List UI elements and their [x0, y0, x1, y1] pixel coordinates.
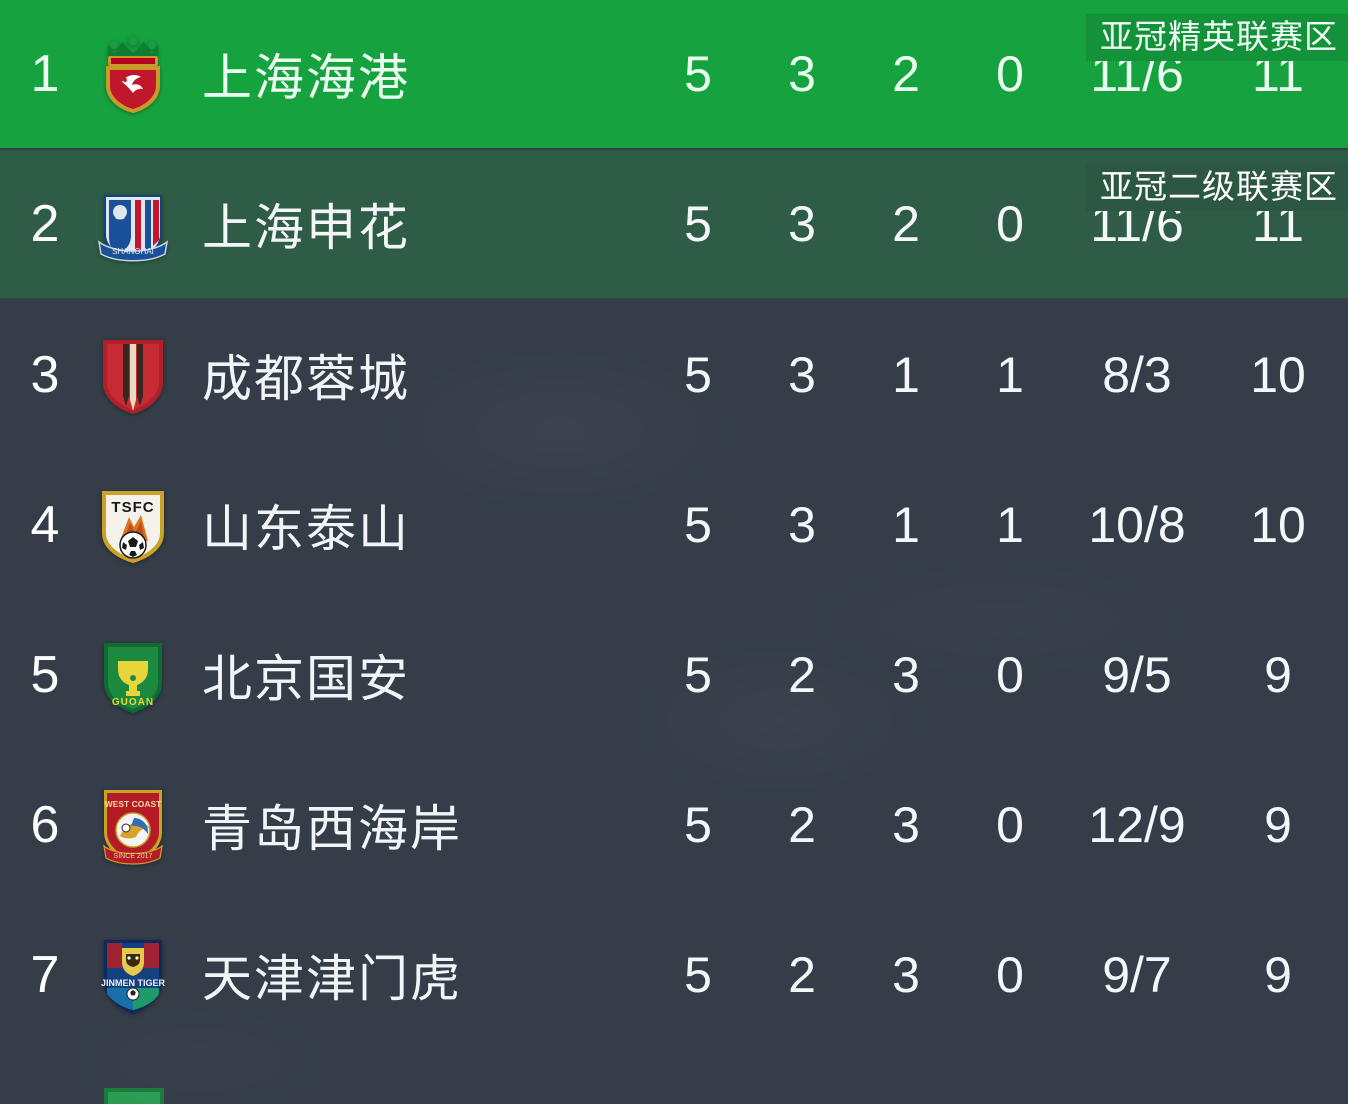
stat-drawn: 1: [892, 347, 920, 403]
team-name: 上海海港: [202, 50, 410, 106]
table-row[interactable]: 3 成都蓉城 5 3 1 1 8/3 10: [0, 300, 1348, 450]
shanghai-shenhua-crest-icon: SHANGHAI: [90, 181, 176, 267]
rank-number: 6: [30, 796, 60, 854]
stat-played: 5: [684, 647, 712, 703]
team-stats: 5 2 3 0 12/9 9: [646, 796, 1348, 854]
stat-lost: 0: [996, 797, 1024, 853]
team-stats: 5 2 3 0 9/7 9: [646, 946, 1348, 1004]
stat-won: 2: [788, 947, 816, 1003]
svg-text:TSFC: TSFC: [111, 499, 154, 516]
zone-badge-elite: 亚冠精英联赛区: [1086, 14, 1348, 61]
stat-won: 3: [788, 347, 816, 403]
team-name: 山东泰山: [202, 501, 410, 557]
stat-drawn: 2: [892, 196, 920, 252]
stat-won: 3: [788, 46, 816, 102]
team-name: 成都蓉城: [202, 351, 410, 407]
stat-points: 10: [1250, 347, 1306, 403]
stat-goals: 10/8: [1088, 497, 1186, 553]
rank-number: 3: [30, 346, 60, 404]
rank-number: 2: [30, 195, 60, 253]
rank-number: 1: [30, 45, 60, 103]
stat-drawn: 3: [892, 647, 920, 703]
stat-lost: 1: [996, 497, 1024, 553]
stat-lost: 0: [996, 947, 1024, 1003]
stat-drawn: 3: [892, 947, 920, 1003]
svg-text:WEST COAST: WEST COAST: [105, 799, 162, 809]
stat-drawn: 3: [892, 797, 920, 853]
team-stats: 5 3 1 1 8/3 10: [646, 346, 1348, 404]
team-name: 天津津门虎: [202, 951, 462, 1007]
stat-lost: 1: [996, 347, 1024, 403]
table-row[interactable]: 4 TSFC 山东泰山 5 3 1 1 10/8 10: [0, 450, 1348, 600]
svg-text:JINMEN TIGER: JINMEN TIGER: [101, 978, 166, 988]
stat-played: 5: [684, 46, 712, 102]
chengdu-rongcheng-crest-icon: [90, 332, 176, 418]
zone-badge-second-tier: 亚冠二级联赛区: [1086, 164, 1348, 211]
stat-lost: 0: [996, 647, 1024, 703]
team-stats: 5 3 2 0 11/6 11: [646, 45, 1348, 103]
next-row-crest-icon: CFC: [96, 1082, 172, 1104]
stat-points: 9: [1264, 947, 1292, 1003]
stat-played: 5: [684, 797, 712, 853]
stat-lost: 0: [996, 46, 1024, 102]
shanghai-port-crest-icon: [90, 31, 176, 117]
stat-won: 2: [788, 797, 816, 853]
stat-won: 3: [788, 497, 816, 553]
team-stats: 5 2 3 0 9/5 9: [646, 646, 1348, 704]
stat-drawn: 1: [892, 497, 920, 553]
rank-number: 7: [30, 946, 60, 1004]
team-name: 青岛西海岸: [202, 801, 462, 857]
svg-text:SINCE 2017: SINCE 2017: [114, 853, 153, 860]
team-name: 上海申花: [202, 200, 410, 256]
stat-drawn: 2: [892, 46, 920, 102]
tianjin-jinmen-tiger-crest-icon: JINMEN TIGER: [90, 932, 176, 1018]
stat-points: 9: [1264, 647, 1292, 703]
rank-number: 4: [30, 496, 60, 554]
svg-text:SHANGHAI: SHANGHAI: [112, 247, 154, 256]
stat-points: 10: [1250, 497, 1306, 553]
qingdao-west-coast-crest-icon: WEST COAST SINCE 2017: [90, 782, 176, 868]
stat-points: 9: [1264, 797, 1292, 853]
stat-goals: 8/3: [1102, 347, 1172, 403]
stat-goals: 9/5: [1102, 647, 1172, 703]
stat-won: 3: [788, 196, 816, 252]
beijing-guoan-crest-icon: GUOAN: [90, 632, 176, 718]
table-row[interactable]: 7 JINMEN TIGER 天津津门虎 5 2 3 0 9: [0, 900, 1348, 1050]
stat-goals: 9/7: [1102, 947, 1172, 1003]
stat-won: 2: [788, 647, 816, 703]
shandong-taishan-crest-icon: TSFC: [90, 482, 176, 568]
team-name: 北京国安: [202, 651, 410, 707]
stat-lost: 0: [996, 196, 1024, 252]
stat-played: 5: [684, 196, 712, 252]
rank-number: 5: [30, 646, 60, 704]
stat-goals: 12/9: [1088, 797, 1186, 853]
table-row[interactable]: 6 WEST COAST SINCE 2017 青岛西海岸 5 2 3 0 12…: [0, 750, 1348, 900]
team-stats: 5 3 1 1 10/8 10: [646, 496, 1348, 554]
table-row[interactable]: 5 GUOAN 北京国安 5 2 3 0 9/5 9: [0, 600, 1348, 750]
stat-played: 5: [684, 347, 712, 403]
stat-played: 5: [684, 947, 712, 1003]
svg-text:GUOAN: GUOAN: [112, 697, 154, 708]
stat-played: 5: [684, 497, 712, 553]
